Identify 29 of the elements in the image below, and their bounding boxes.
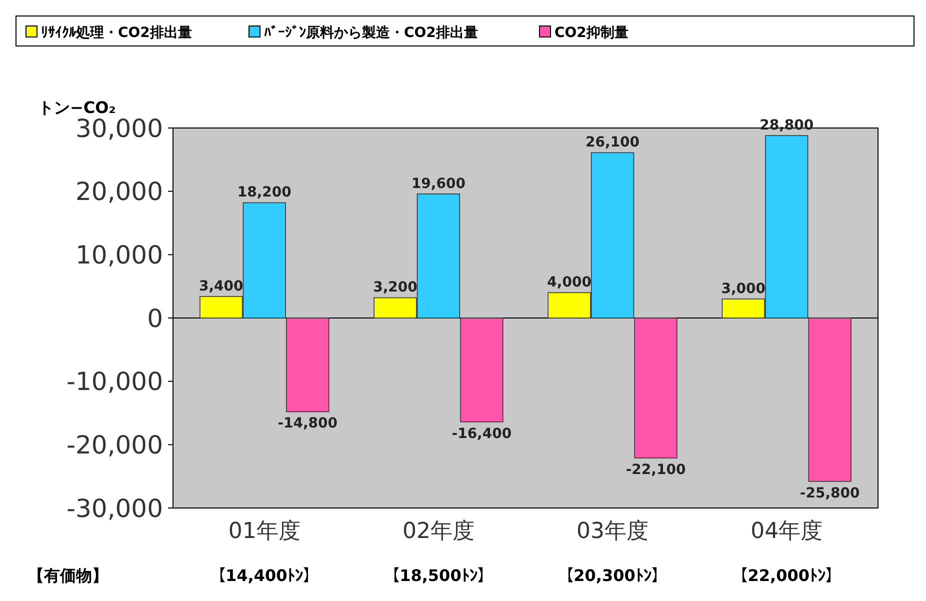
legend-label: ﾊﾞｰｼﾞﾝ原料から製造・CO2排出量 (264, 25, 478, 41)
y-tick-label: -20,000 (66, 430, 163, 460)
data-label: -14,800 (278, 416, 338, 432)
x-tick-label: 02年度 (402, 519, 474, 544)
data-label: -22,100 (626, 462, 686, 478)
text: 【20,300ﾄﾝ】 (558, 566, 668, 585)
text: 【有価物】 (28, 566, 108, 585)
data-label: -25,800 (800, 485, 860, 502)
data-label: 19,600 (411, 176, 466, 192)
data-label: 3,400 (199, 278, 244, 294)
legend-label: CO2抑制量 (554, 25, 628, 41)
text: 【18,500ﾄﾝ】 (384, 566, 494, 585)
data-label: 4,000 (547, 274, 592, 291)
data-label: -16,400 (452, 426, 512, 442)
data-label: 26,100 (586, 134, 640, 151)
legend-label: ﾘｻｲｸﾙ処理・CO2排出量 (41, 25, 192, 41)
y-tick-label: -30,000 (66, 494, 163, 523)
x-tick-label: 03年度 (576, 519, 649, 544)
y-tick-label: 10,000 (76, 240, 163, 270)
text: 【22,000ﾄﾝ】 (732, 566, 842, 585)
data-label: 3,200 (373, 280, 418, 296)
text: 【14,400ﾄﾝ】 (210, 566, 320, 585)
y-tick-label: -10,000 (66, 367, 163, 396)
y-tick-label: 0 (147, 304, 163, 333)
x-tick-label: 01年度 (228, 519, 300, 544)
data-label: 3,000 (721, 281, 766, 297)
data-label: 18,200 (237, 184, 292, 201)
y-tick-label: 20,000 (76, 177, 163, 206)
x-tick-label: 04年度 (750, 519, 823, 544)
